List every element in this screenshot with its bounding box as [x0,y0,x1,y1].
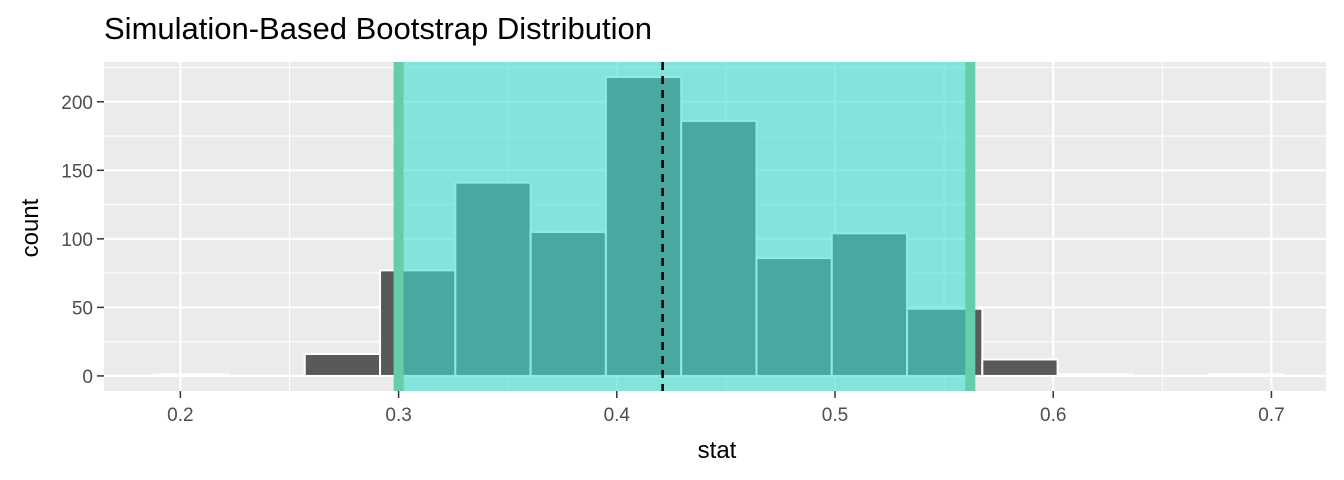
histogram-bar [1207,373,1285,377]
x-axis: 0.2 0.3 0.4 0.5 0.6 0.7 [167,391,1285,426]
y-axis: 0 50 100 150 200 [61,93,104,388]
y-axis-tick-label: 200 [61,93,93,114]
y-axis-tick-label: 150 [61,161,93,182]
y-axis-tick-label: 0 [82,367,93,388]
y-axis-title: count [17,198,44,257]
x-axis-tick-label: 0.7 [1258,405,1284,426]
confidence-interval-band [398,62,971,391]
x-axis-tick-label: 0.2 [167,405,193,426]
x-axis-tick-label: 0.5 [822,405,848,426]
confidence-interval-shading [393,62,976,391]
histogram-bar [303,352,382,377]
x-axis-tick-label: 0.4 [604,405,631,426]
histogram-bar [981,358,1059,377]
x-axis-tick-label: 0.3 [385,405,411,426]
histogram-bar [153,373,231,377]
x-axis-title: stat [698,437,737,464]
chart-title: Simulation-Based Bootstrap Distribution [104,11,652,46]
x-axis-tick-label: 0.6 [1040,405,1066,426]
y-axis-tick-label: 100 [61,230,93,251]
histogram-bar [1056,373,1134,377]
y-axis-tick-label: 50 [72,298,93,319]
